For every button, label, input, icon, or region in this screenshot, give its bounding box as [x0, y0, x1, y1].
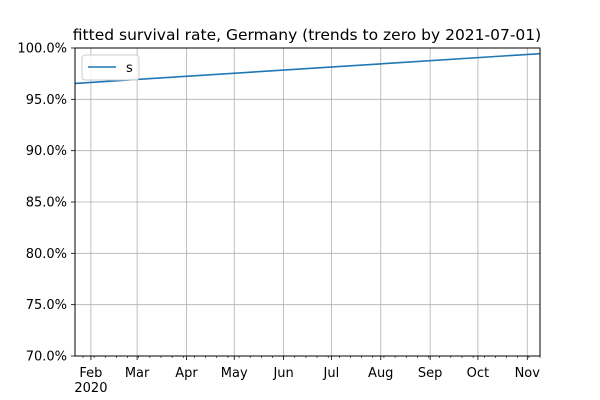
legend: s [81, 54, 140, 81]
y-tick-label: 80.0% [26, 247, 67, 262]
x-tick-label: Feb [79, 366, 102, 381]
series-layer [74, 52, 541, 85]
y-axis: 70.0% 75.0% 80.0% 85.0% 90.0% 95.0% 100.0% [17, 42, 75, 365]
legend-label: s [126, 61, 133, 76]
y-tick-label: 95.0% [26, 93, 67, 108]
x-tick-label: Sep [418, 366, 443, 381]
y-tick-label: 70.0% [26, 350, 67, 365]
x-tick-label: Nov [515, 366, 541, 381]
y-tick-label: 85.0% [26, 196, 67, 211]
x-tick-label: Jul [323, 366, 340, 381]
x-tick-label: Mar [125, 366, 150, 381]
series-line-s [74, 52, 541, 85]
x-tick-label: Aug [368, 366, 393, 381]
x-tick-label: Oct [467, 366, 489, 381]
x-tick-label: May [221, 366, 248, 381]
chart-title: fitted survival rate, Germany (trends to… [73, 26, 541, 44]
grid-layer [75, 47, 540, 357]
y-tick-label: 75.0% [26, 298, 67, 313]
x-tick-label: Apr [175, 366, 198, 381]
x-tick-label: Jun [272, 366, 293, 381]
y-tick-label: 100.0% [17, 42, 67, 57]
x-tick-sublabel: 2020 [74, 381, 107, 396]
y-tick-label: 90.0% [26, 144, 67, 159]
